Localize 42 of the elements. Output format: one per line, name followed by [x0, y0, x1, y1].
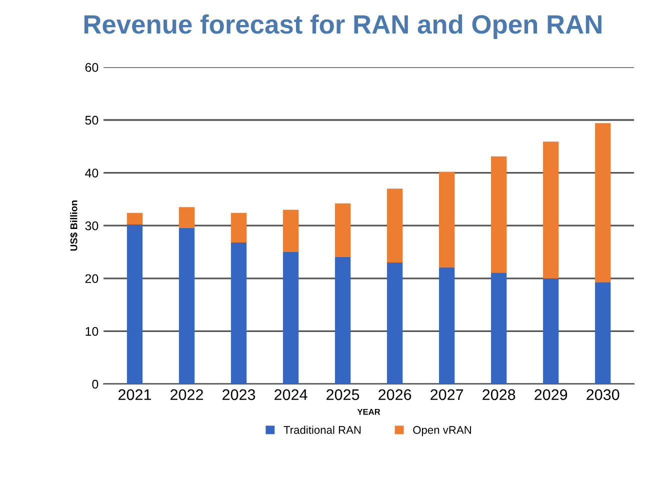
x-axis-title: YEAR: [357, 408, 380, 415]
bar: [386, 262, 403, 384]
y-tick-label: 50: [85, 116, 98, 125]
x-tick-label: 2022: [170, 389, 203, 400]
chart-title: Revenue forecast for RAN and Open RAN: [84, 14, 602, 39]
bar: [439, 172, 455, 268]
y-tick-label: 30: [85, 221, 98, 230]
bar: [178, 228, 195, 384]
bar: [595, 123, 611, 282]
y-tick-label: 60: [85, 63, 98, 72]
x-tick-label: 2024: [274, 389, 308, 400]
bar: [439, 267, 455, 384]
x-tick-label: 2029: [534, 389, 568, 400]
bar: [334, 256, 351, 384]
y-tick-label: 10: [86, 327, 98, 336]
bar: [282, 210, 299, 252]
bar: [491, 156, 507, 273]
bar: [282, 252, 299, 384]
x-tick-label: 2030: [586, 389, 620, 400]
x-tick-label: 2023: [222, 389, 256, 400]
x-tick-label: 2028: [482, 389, 516, 400]
bar: [543, 142, 559, 278]
bar: [230, 212, 247, 242]
y-axis-title: US$ Billion: [70, 200, 78, 251]
bar: [334, 203, 351, 257]
y-tick-label: 20: [85, 274, 98, 284]
x-tick-label: 2027: [430, 389, 464, 400]
y-tick-label: 0: [92, 380, 98, 389]
legend-label: Traditional RAN: [284, 426, 361, 434]
bar: [178, 207, 195, 228]
y-tick-label: 40: [85, 168, 98, 178]
bar: [595, 282, 611, 384]
x-tick-label: 2021: [118, 389, 151, 400]
bar: [230, 242, 247, 384]
bar: [386, 188, 403, 263]
bar: [126, 224, 143, 384]
bar: [126, 212, 143, 225]
legend-label: Open vRAN: [413, 426, 471, 436]
bar: [543, 278, 559, 384]
bar: [491, 272, 507, 384]
x-tick-label: 2026: [378, 389, 412, 400]
x-tick-label: 2025: [326, 389, 360, 400]
